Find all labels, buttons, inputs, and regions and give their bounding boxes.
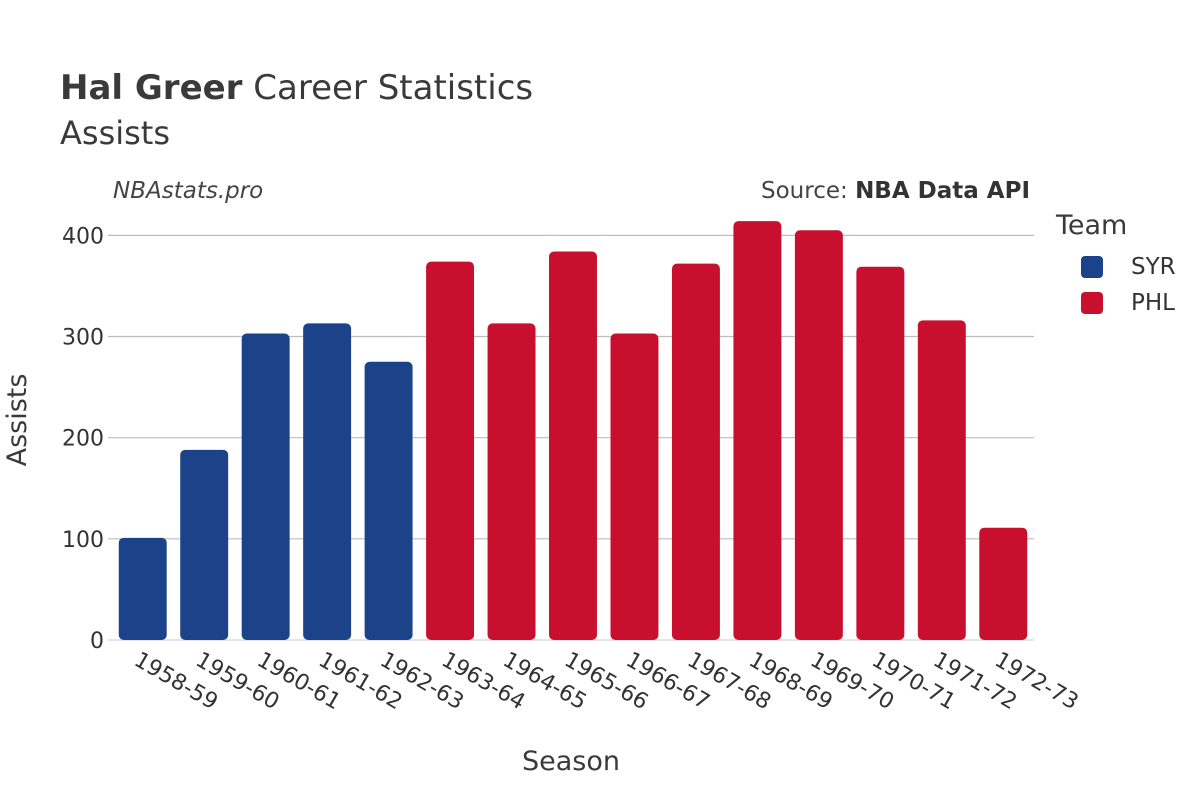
y-axis-title: Assists	[2, 374, 33, 467]
source-name: NBA Data API	[855, 178, 1030, 204]
source-prefix: Source:	[761, 178, 856, 204]
legend-label-phl: PHL	[1131, 290, 1175, 316]
bar-1960-61[interactable]	[241, 333, 290, 640]
bar-1966-67[interactable]	[610, 333, 659, 640]
y-tick-label: 100	[62, 528, 104, 553]
bar-1968-69[interactable]	[733, 221, 782, 641]
bar-1970-71[interactable]	[856, 266, 905, 640]
x-tick-labels: 1958-591959-601960-611961-621962-631963-…	[130, 648, 1083, 716]
legend: Team SYR PHL	[1056, 210, 1176, 321]
bar-1962-63[interactable]	[364, 361, 413, 640]
chart-title-player: Hal Greer	[60, 68, 243, 108]
chart-title: Hal Greer Career Statistics	[60, 68, 533, 108]
bar-1971-72[interactable]	[917, 320, 966, 640]
legend-title: Team	[1056, 210, 1128, 241]
bars	[118, 221, 1028, 641]
bar-1963-64[interactable]	[426, 261, 475, 640]
legend-swatch-phl	[1081, 292, 1103, 314]
legend-item-syr[interactable]: SYR	[1056, 249, 1176, 285]
y-tick-label: 0	[90, 629, 104, 654]
chart-subtitle: Assists	[60, 114, 171, 152]
bar-1969-70[interactable]	[794, 230, 843, 640]
bar-1961-62[interactable]	[303, 323, 352, 640]
bar-1967-68[interactable]	[671, 263, 720, 640]
y-tick-label: 300	[62, 326, 104, 351]
legend-label-syr: SYR	[1131, 254, 1176, 280]
bar-1972-73[interactable]	[979, 527, 1028, 640]
bar-1964-65[interactable]	[487, 323, 536, 640]
y-tick-labels: 0 100 200 300 400	[62, 224, 104, 654]
bar-1965-66[interactable]	[549, 251, 597, 640]
y-tick-label: 200	[62, 427, 104, 452]
source-credit: Source: NBA Data API	[761, 178, 1030, 204]
chart-title-rest: Career Statistics	[242, 68, 534, 108]
bar-1958-59[interactable]	[118, 537, 167, 640]
x-axis-title: Season	[522, 746, 620, 777]
legend-swatch-syr	[1081, 256, 1103, 278]
y-tick-label: 400	[62, 224, 104, 249]
legend-item-phl[interactable]: PHL	[1056, 285, 1176, 321]
bar-1959-60[interactable]	[180, 449, 229, 640]
watermark: NBAstats.pro	[113, 178, 264, 204]
